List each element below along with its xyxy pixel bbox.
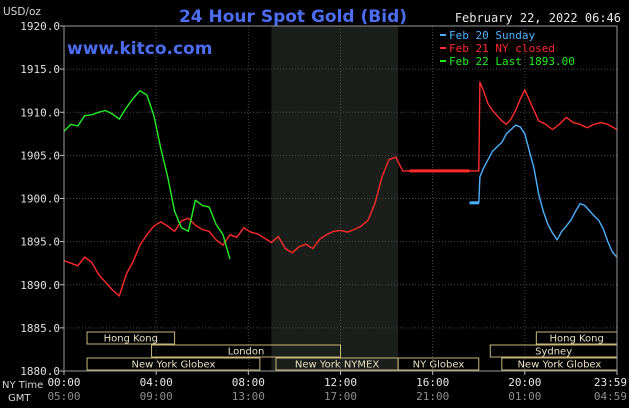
session-bar [151,344,341,358]
y-tick-label: 1900.0 [20,193,60,206]
y-tick-label: 1905.0 [20,149,60,162]
x-tick-label-ny: 12:00 [324,376,357,389]
chart-title: 24 Hour Spot Gold (Bid) [179,7,407,27]
legend-entry: Feb 22 Last 1893.00 [449,55,575,68]
legend-entry: Feb 21 NY closed [449,42,555,55]
website-watermark: www.kitco.com [67,39,212,59]
series-line [63,89,231,260]
y-tick-label: 1915.0 [20,63,60,76]
y-tick-label: 1895.0 [20,236,60,249]
x-tick-label-ny: 20:00 [508,376,541,389]
session-label: Hong Kong [104,334,158,345]
price-series [63,81,618,297]
y-axis-label: USD/oz [3,6,41,18]
series-line [63,81,618,297]
y-tick-label: 1910.0 [20,106,60,119]
market-session-bars: Hong Kong Hong Kong Sydney London New York G… [86,331,618,371]
session-bar [86,331,176,345]
y-tick-label: 1920.0 [20,20,60,33]
ny-time-label: NY Time [2,380,43,391]
x-tick-label-ny: 00:00 [47,376,80,389]
session-label: Sydney [535,347,572,358]
x-tick-label-ny: 23:59 [594,376,627,389]
y-tick-label: 1880.0 [20,365,60,378]
session-label: New York Globex [132,360,216,371]
timestamp: February 22, 2022 06:46 [455,11,621,25]
x-tick-label-ny: 08:00 [232,376,265,389]
session-bar [86,357,261,371]
legend-entry: Feb 20 Sunday [449,29,535,42]
session-label: New York Globex [517,360,601,371]
x-tick-label-gmt: 21:00 [416,390,449,403]
x-tick-label-gmt: 04:59 [594,390,627,403]
x-tick-label-ny: 16:00 [416,376,449,389]
x-tick-label-gmt: 17:00 [324,390,357,403]
y-tick-label: 1885.0 [20,322,60,335]
x-tick-label-gmt: 13:00 [232,390,265,403]
session-label: Hong Kong [549,334,603,345]
session-label: London [228,347,265,358]
y-tick-label: 1890.0 [20,279,60,292]
session-bar [397,357,480,371]
x-tick-label-gmt: 01:00 [508,390,541,403]
x-tick-label-gmt: 09:00 [140,390,173,403]
series-line [469,124,618,258]
x-tick-label-ny: 04:00 [140,376,173,389]
y-axis-ticks: 1920.0 1915.0 1910.0 1905.0 1900.0 1895.0 1890… [20,20,64,378]
session-label: New York NYMEX [295,360,380,371]
gmt-label: GMT [8,393,31,404]
x-tick-label-gmt: 05:00 [47,390,80,403]
session-label: NY Globex [413,360,465,371]
